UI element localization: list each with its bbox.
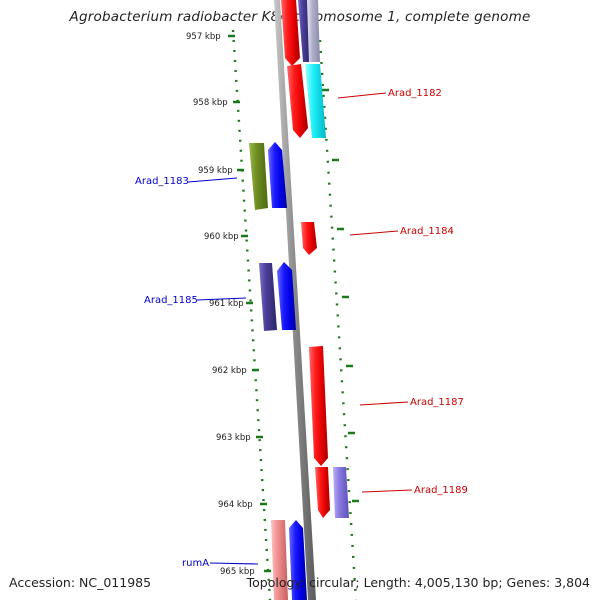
gene-arrow[interactable] [298, 0, 310, 62]
gene-arrow[interactable] [289, 520, 307, 600]
gene-label-arad-1184[interactable]: Arad_1184 [400, 226, 454, 237]
tick-label: 964 kbp [218, 500, 253, 510]
gene-label-arad-1187[interactable]: Arad_1187 [410, 397, 464, 408]
gene-arrow[interactable] [309, 346, 328, 466]
label-leaders [187, 92, 413, 565]
chromosome-backbone [274, 0, 316, 600]
tick-label: 957 kbp [186, 32, 221, 42]
tick-label: 961 kbp [209, 299, 244, 309]
tick-label: 960 kbp [204, 232, 239, 242]
gene-arrow[interactable] [277, 262, 296, 330]
ruler-ticks-right [322, 88, 359, 503]
tick-label: 958 kbp [193, 98, 228, 108]
accession-text: Accession: NC_011985 [9, 575, 152, 590]
gene-arrow[interactable] [301, 222, 317, 255]
gene-arrow[interactable] [249, 143, 268, 210]
ruler-ticks [228, 34, 271, 573]
gene-features [249, 0, 349, 600]
genome-summary-text: Topology: circular; Length: 4,005,130 bp… [246, 575, 590, 590]
gene-labels: Arad_1182 Arad_1183 Arad_1184 Arad_1185 … [135, 88, 468, 569]
gene-arrow[interactable] [333, 467, 349, 518]
gene-label-arad-1183[interactable]: Arad_1183 [135, 176, 189, 187]
gene-arrow[interactable] [268, 142, 287, 208]
tick-label: 963 kbp [216, 433, 251, 443]
gene-arrow[interactable] [315, 467, 330, 518]
gene-arrow[interactable] [259, 263, 277, 331]
gene-label-arad-1182[interactable]: Arad_1182 [388, 88, 442, 99]
tick-label: 959 kbp [198, 166, 233, 176]
gene-arrow[interactable] [271, 520, 288, 600]
gene-arrow[interactable] [307, 0, 320, 62]
gene-arrow[interactable] [287, 64, 308, 138]
gene-label-ruma[interactable]: rumA [182, 558, 209, 569]
gene-arrow[interactable] [281, 0, 300, 66]
gene-arrow[interactable] [305, 64, 326, 138]
tick-label: 962 kbp [212, 366, 247, 376]
gene-label-arad-1189[interactable]: Arad_1189 [414, 485, 468, 496]
tick-label: 965 kbp [220, 567, 255, 577]
tick-labels: 957 kbp 958 kbp 959 kbp 960 kbp 961 kbp … [186, 32, 255, 577]
gene-label-arad-1185[interactable]: Arad_1185 [144, 295, 198, 306]
